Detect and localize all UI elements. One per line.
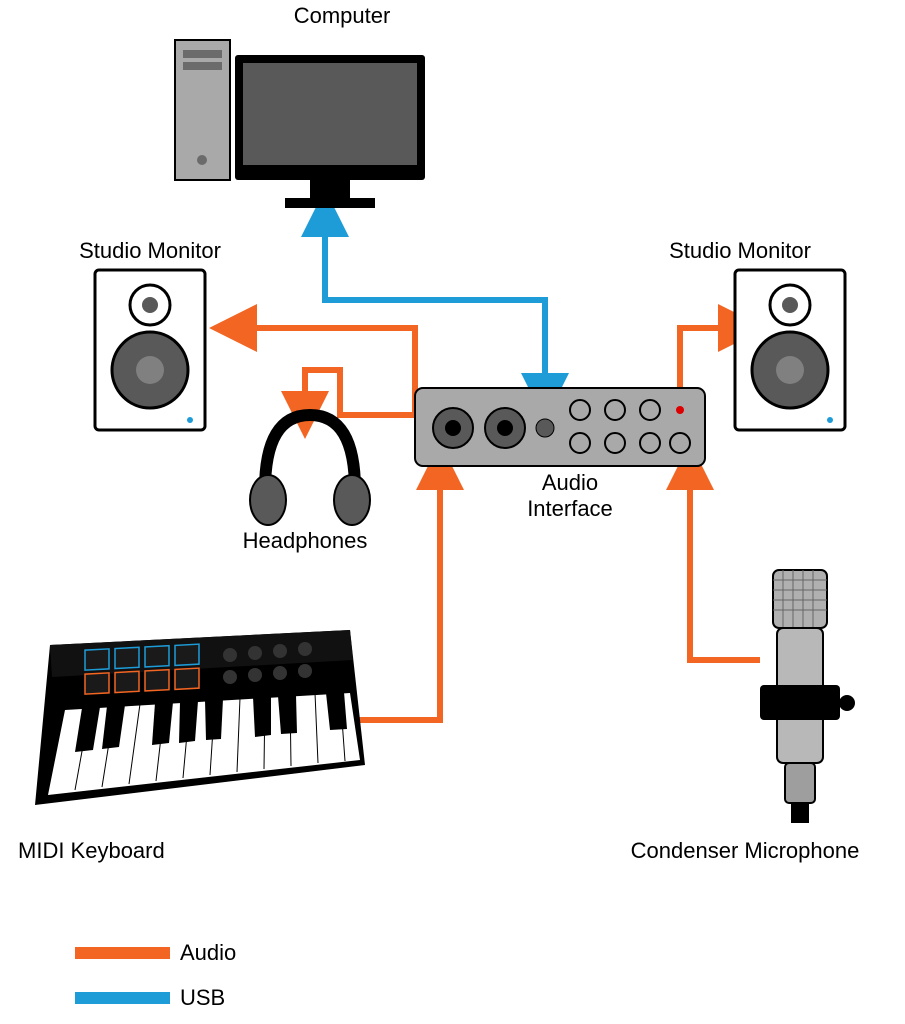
legend-audio: Audio — [75, 940, 236, 966]
legend-usb-swatch — [75, 992, 170, 1004]
studio-monitor-right-icon — [735, 270, 845, 430]
label-mic: Condenser Microphone — [595, 838, 895, 864]
label-headphones: Headphones — [225, 528, 385, 554]
legend-audio-swatch — [75, 947, 170, 959]
audio-interface-icon — [415, 388, 705, 466]
condenser-microphone-icon — [760, 570, 855, 823]
headphones-icon — [250, 415, 370, 525]
label-computer: Computer — [252, 3, 432, 29]
edge-audio-mic-interface — [690, 478, 760, 660]
studio-monitor-left-icon — [95, 270, 205, 430]
legend-usb: USB — [75, 985, 225, 1011]
legend-audio-label: Audio — [180, 940, 236, 966]
edge-audio-interface-headphones — [305, 370, 415, 415]
label-midi: MIDI Keyboard — [18, 838, 238, 864]
label-monitor-left: Studio Monitor — [60, 238, 240, 264]
computer-icon — [175, 40, 425, 208]
edge-audio-interface-monitor-right — [680, 328, 730, 395]
diagram-canvas — [0, 0, 905, 1024]
legend-usb-label: USB — [180, 985, 225, 1011]
midi-keyboard-icon — [35, 630, 365, 805]
label-interface: Audio Interface — [500, 470, 640, 523]
edge-usb-interface-computer — [325, 225, 545, 392]
label-monitor-right: Studio Monitor — [650, 238, 830, 264]
